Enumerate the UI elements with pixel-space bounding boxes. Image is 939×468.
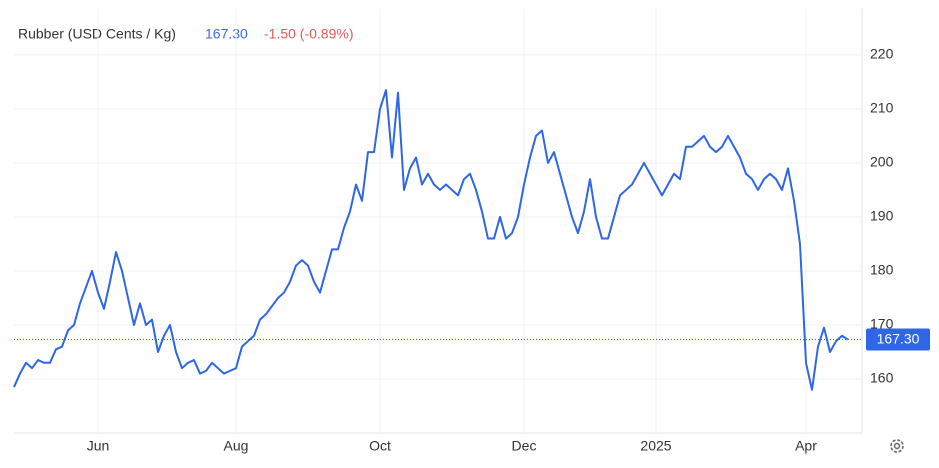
last-price-label: 167.30	[877, 330, 920, 346]
price: 167.30	[205, 26, 248, 42]
y-tick-label: 170	[870, 316, 894, 332]
y-tick-label: 180	[870, 262, 894, 278]
y-tick-label: 190	[870, 208, 894, 224]
y-tick-label: 220	[870, 46, 894, 62]
y-tick-label: 200	[870, 154, 894, 170]
x-tick-label: Oct	[369, 438, 391, 454]
x-tick-label: Jun	[87, 438, 110, 454]
y-tick-label: 210	[870, 100, 894, 116]
chart-title: Rubber (USD Cents / Kg)	[18, 26, 176, 42]
last-price-tag	[866, 328, 930, 351]
settings-icon[interactable]	[890, 439, 904, 453]
x-tick-label: Aug	[224, 438, 249, 454]
x-tick-label: Apr	[795, 438, 817, 454]
y-tick-label: 160	[870, 370, 894, 386]
x-tick-label: Dec	[512, 438, 537, 454]
price-line	[13, 89, 849, 391]
price-change: -1.50 (-0.89%)	[264, 26, 353, 42]
x-tick-label: 2025	[640, 438, 671, 454]
